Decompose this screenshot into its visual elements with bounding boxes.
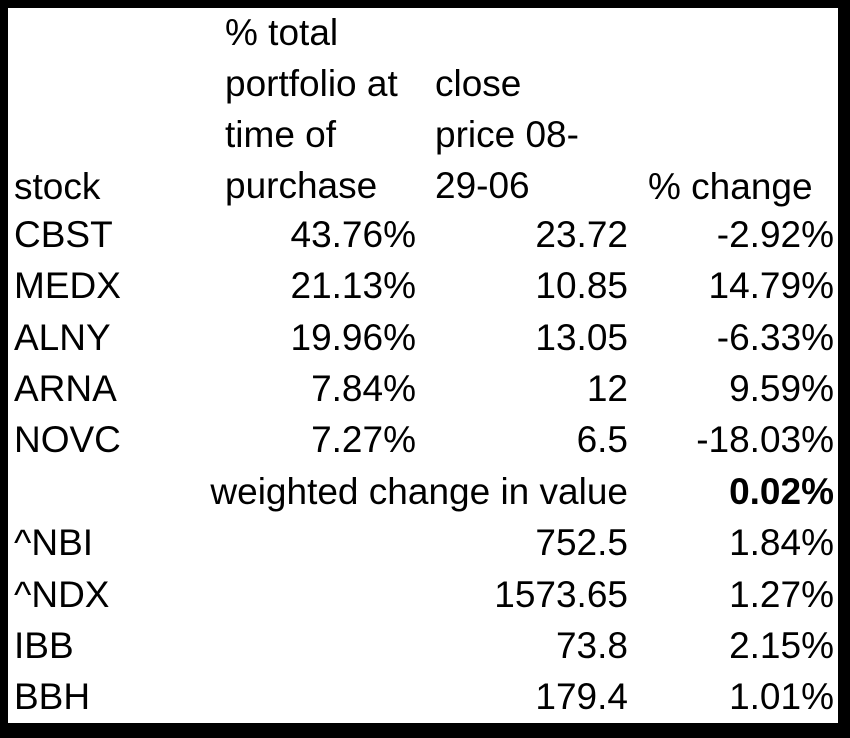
header-close-price-line-3: 29-06 — [435, 165, 530, 206]
row-alny-close-price: 13.05 — [535, 317, 628, 358]
row-bbh-pct-change: 1.01% — [729, 676, 834, 717]
row-bbh-close-price: 179.4 — [535, 676, 628, 717]
row-medx-stock: MEDX — [14, 265, 121, 306]
row-arna-pct-portfolio: 7.84% — [311, 368, 416, 409]
row-alny-pct-portfolio: 19.96% — [290, 317, 417, 358]
row-cbst-pct-change: -2.92% — [716, 214, 834, 255]
row-cbst-pct-portfolio: 43.76% — [290, 214, 417, 255]
row-ibb-close-price: 73.8 — [555, 625, 628, 666]
row-novc-close-price: 6.5 — [576, 419, 628, 460]
header-stock: stock — [14, 166, 101, 207]
header-close-price-line-2: price 08- — [435, 114, 579, 155]
row-bbh-stock: BBH — [14, 676, 91, 717]
weighted-change-label: weighted change in value — [210, 471, 628, 512]
row-novc-pct-portfolio: 7.27% — [311, 419, 416, 460]
row-nbi-stock: ^NBI — [14, 522, 94, 563]
row-ndx-pct-change: 1.27% — [729, 574, 834, 615]
row-ibb-stock: IBB — [14, 625, 74, 666]
header-pct-portfolio-line-3: time of — [225, 114, 337, 155]
row-arna-stock: ARNA — [14, 368, 117, 409]
row-cbst-stock: CBST — [14, 214, 113, 255]
row-medx-pct-change: 14.79% — [708, 265, 835, 306]
row-arna-close-price: 12 — [586, 368, 628, 409]
row-ndx-stock: ^NDX — [14, 574, 110, 615]
row-medx-pct-portfolio: 21.13% — [290, 265, 417, 306]
header-pct-change: % change — [648, 166, 813, 207]
weighted-change-value: 0.02% — [729, 471, 834, 512]
row-alny-pct-change: -6.33% — [716, 317, 834, 358]
header-pct-portfolio-line-2: portfolio at — [225, 63, 398, 104]
row-nbi-close-price: 752.5 — [535, 522, 628, 563]
row-alny-stock: ALNY — [14, 317, 111, 358]
header-close-price-line-1: close — [435, 63, 522, 104]
spreadsheet-table: stock % total portfolio at time of purch… — [8, 8, 838, 723]
row-novc-stock: NOVC — [14, 419, 121, 460]
row-medx-close-price: 10.85 — [535, 265, 628, 306]
row-arna-pct-change: 9.59% — [729, 368, 834, 409]
row-nbi-pct-change: 1.84% — [729, 522, 834, 563]
row-ibb-pct-change: 2.15% — [729, 625, 834, 666]
header-pct-portfolio-line-4: purchase — [225, 165, 378, 206]
row-novc-pct-change: -18.03% — [696, 419, 834, 460]
row-ndx-close-price: 1573.65 — [494, 574, 628, 615]
row-cbst-close-price: 23.72 — [535, 214, 628, 255]
header-pct-portfolio-line-1: % total — [225, 12, 339, 53]
